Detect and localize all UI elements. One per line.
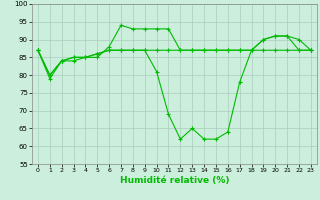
X-axis label: Humidité relative (%): Humidité relative (%)	[120, 176, 229, 185]
